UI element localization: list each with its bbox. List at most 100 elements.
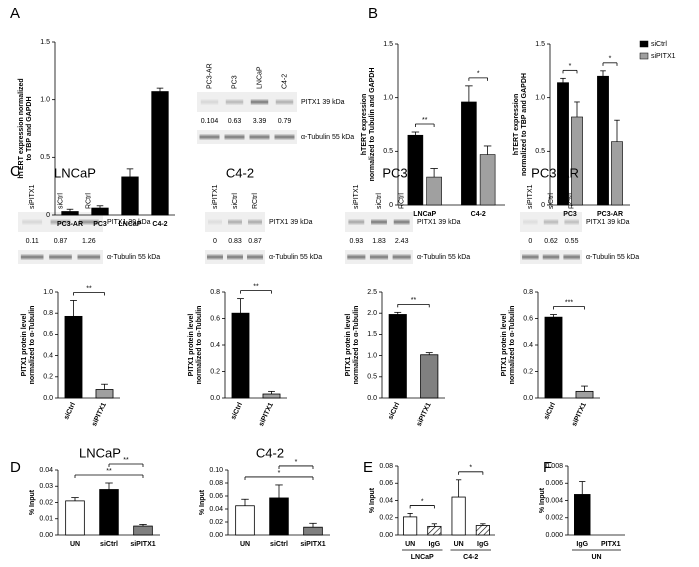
bar bbox=[269, 497, 289, 536]
y-axis-label: PITX1 protein level bbox=[21, 314, 28, 377]
y-tick-label: 0.5 bbox=[40, 154, 50, 161]
bar bbox=[575, 390, 594, 399]
y-tick-label: 0.5 bbox=[383, 148, 393, 155]
y-tick-label: 0.4 bbox=[210, 342, 220, 349]
y-axis-label: % Input bbox=[199, 489, 206, 515]
y-axis-label: % Input bbox=[539, 487, 546, 513]
y-tick-label: 0.06 bbox=[209, 493, 223, 500]
y-tick-label: 0.08 bbox=[379, 463, 393, 470]
y-axis-label: hTERT expression bbox=[513, 94, 520, 155]
blot-band bbox=[225, 99, 244, 105]
blot-lane-label: siPITX1 bbox=[527, 184, 534, 209]
y-tick-label: 0.2 bbox=[43, 374, 53, 381]
y-tick-label: 0.0 bbox=[367, 395, 377, 402]
y-axis-label: normalized to TBP and GAPDH bbox=[521, 73, 528, 176]
blot-strip bbox=[197, 130, 297, 144]
x-tick-label: siPITX1 bbox=[91, 402, 108, 428]
blot-quantity: 0.11 bbox=[26, 238, 39, 245]
blot-band bbox=[275, 99, 294, 105]
bar bbox=[231, 312, 250, 399]
blot-quantity: 0.83 bbox=[228, 238, 242, 245]
x-tick-label: siPITX1 bbox=[416, 402, 433, 428]
group-label: LNCaP bbox=[411, 554, 434, 561]
y-tick-label: 0.5 bbox=[535, 148, 545, 155]
y-tick-label: 1.0 bbox=[367, 352, 377, 359]
blot-lane-label: LNCaP bbox=[256, 66, 263, 89]
y-tick-label: 0.02 bbox=[39, 499, 53, 506]
blot-label: α-Tubulin 55 kDa bbox=[269, 254, 322, 261]
blot-label: α-Tubulin 55 kDa bbox=[301, 134, 354, 141]
x-tick-label: siPITX1 bbox=[258, 402, 275, 428]
y-axis-label: to TBP and GAPDH bbox=[26, 96, 33, 160]
bar bbox=[99, 489, 119, 536]
bar bbox=[427, 525, 442, 536]
y-tick-label: 0.00 bbox=[39, 532, 53, 539]
blot-lane-label: siPITX1 bbox=[29, 184, 36, 209]
blot-lane-label: RCtrl bbox=[86, 193, 93, 209]
y-tick-label: 0.008 bbox=[545, 463, 563, 470]
blot-band bbox=[347, 254, 366, 260]
x-tick-label: siCtrl bbox=[387, 402, 401, 421]
chart-title: LNCaP bbox=[54, 165, 96, 180]
y-tick-label: 1.5 bbox=[367, 331, 377, 338]
y-tick-label: 2.0 bbox=[367, 310, 377, 317]
bar bbox=[151, 91, 169, 216]
y-tick-label: 0.000 bbox=[545, 532, 563, 539]
bar bbox=[557, 82, 569, 206]
blot-strip bbox=[197, 92, 297, 112]
blot-band bbox=[543, 219, 559, 225]
chart-title: LNCaP bbox=[79, 445, 121, 460]
blot-band bbox=[78, 219, 99, 225]
y-axis-label: PITX1 protein level bbox=[501, 314, 508, 377]
blot-quantity: 1.83 bbox=[372, 238, 386, 245]
blot-band bbox=[369, 254, 389, 260]
blot-label: PITX1 39 kDa bbox=[269, 219, 313, 226]
y-tick-label: 0.8 bbox=[523, 289, 533, 296]
y-tick-label: 0.0 bbox=[523, 395, 533, 402]
y-tick-label: 1.5 bbox=[40, 39, 50, 46]
significance-label: * bbox=[477, 71, 480, 78]
x-tick-label: UN bbox=[405, 541, 415, 548]
y-tick-label: 0.6 bbox=[43, 331, 53, 338]
bar bbox=[479, 154, 496, 206]
blot-band bbox=[248, 219, 262, 225]
panel-letter: E bbox=[363, 459, 373, 476]
y-axis-label: normalized to Tubulin and GAPDH bbox=[369, 68, 376, 182]
y-tick-label: 0.03 bbox=[39, 483, 53, 490]
bar bbox=[91, 207, 109, 216]
y-tick-label: 0.02 bbox=[209, 519, 223, 526]
blot-band bbox=[522, 254, 539, 260]
blot-lane-label: siCtrl bbox=[57, 193, 64, 209]
y-tick-label: 0.04 bbox=[379, 497, 393, 504]
x-tick-label: C4-2 bbox=[471, 211, 486, 218]
panel-letter: B bbox=[368, 5, 378, 22]
blot-label: PITX1 39 kDa bbox=[301, 99, 345, 106]
y-tick-label: 0 bbox=[389, 202, 393, 209]
blot-band bbox=[247, 254, 263, 260]
x-tick-label: siPITX1 bbox=[300, 541, 325, 548]
y-tick-label: 1.0 bbox=[535, 95, 545, 102]
blot-band bbox=[199, 134, 220, 140]
blot-label: PITX1 39 kDa bbox=[586, 219, 630, 226]
blot-band bbox=[249, 134, 270, 140]
blot-band bbox=[207, 254, 223, 260]
significance-label: * bbox=[421, 498, 424, 505]
bar bbox=[133, 525, 153, 536]
blot-band bbox=[371, 219, 387, 225]
y-tick-label: 1.5 bbox=[535, 41, 545, 48]
blot-quantity: 0 bbox=[528, 238, 532, 245]
x-tick-label: siCtrl bbox=[270, 541, 288, 548]
y-axis-label: normalized to α-Tubulin bbox=[29, 306, 36, 385]
y-tick-label: 1.5 bbox=[383, 41, 393, 48]
blot-band bbox=[542, 254, 560, 260]
y-tick-label: 2.5 bbox=[367, 289, 377, 296]
y-axis-label: PITX1 protein level bbox=[345, 314, 352, 377]
y-tick-label: 0.002 bbox=[545, 515, 563, 522]
blot-band bbox=[22, 219, 43, 225]
x-tick-label: LNCaP bbox=[413, 211, 436, 218]
bar bbox=[426, 176, 442, 206]
blot-quantity: 3.39 bbox=[253, 118, 267, 125]
blot-quantity: 1.26 bbox=[82, 238, 96, 245]
